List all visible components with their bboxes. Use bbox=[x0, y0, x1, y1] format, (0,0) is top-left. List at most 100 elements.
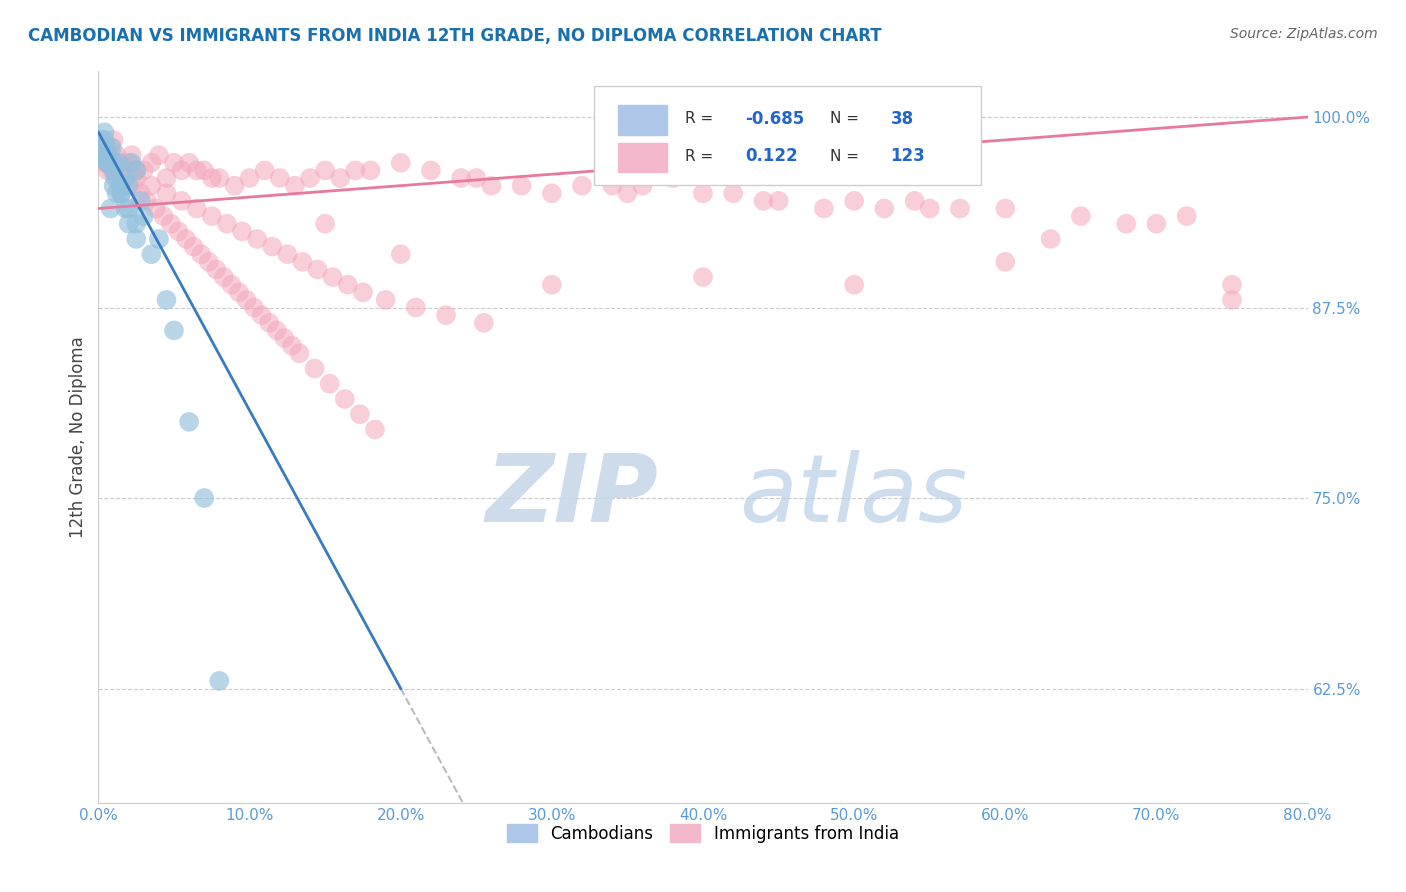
Point bbox=[352, 285, 374, 300]
Point bbox=[224, 178, 246, 193]
Text: R =: R = bbox=[685, 111, 718, 126]
Point bbox=[110, 186, 132, 201]
Point bbox=[752, 194, 775, 208]
Point bbox=[193, 163, 215, 178]
Point bbox=[257, 316, 280, 330]
Text: R =: R = bbox=[685, 149, 718, 164]
Point bbox=[266, 323, 288, 337]
Point bbox=[1220, 293, 1243, 307]
Bar bbox=[619, 144, 666, 172]
Point bbox=[101, 163, 124, 178]
Point bbox=[307, 262, 329, 277]
Point bbox=[205, 262, 228, 277]
Point bbox=[768, 194, 790, 208]
Point bbox=[91, 148, 114, 162]
Text: -0.685: -0.685 bbox=[745, 110, 804, 128]
Point bbox=[1115, 217, 1137, 231]
Point bbox=[304, 361, 326, 376]
Point bbox=[918, 202, 941, 216]
Point bbox=[160, 217, 183, 231]
Point bbox=[540, 186, 562, 201]
Text: ZIP: ZIP bbox=[485, 450, 658, 541]
Point bbox=[107, 171, 129, 186]
Point bbox=[571, 178, 593, 193]
Point bbox=[129, 194, 152, 208]
Y-axis label: 12th Grade, No Diploma: 12th Grade, No Diploma bbox=[69, 336, 87, 538]
Point bbox=[114, 163, 136, 178]
Point bbox=[1146, 217, 1168, 231]
Point bbox=[873, 202, 896, 216]
Point bbox=[193, 491, 215, 505]
Point bbox=[1039, 232, 1062, 246]
Point bbox=[333, 392, 356, 406]
Point bbox=[118, 156, 141, 170]
Point bbox=[208, 673, 231, 688]
Point bbox=[107, 156, 129, 170]
Point bbox=[465, 171, 488, 186]
Point bbox=[322, 270, 344, 285]
Point bbox=[163, 323, 186, 337]
Point bbox=[155, 171, 177, 186]
Point bbox=[141, 247, 163, 261]
Point bbox=[314, 217, 336, 231]
Point bbox=[231, 224, 253, 238]
Point bbox=[111, 178, 134, 193]
Point bbox=[602, 178, 624, 193]
Point bbox=[170, 163, 193, 178]
Point bbox=[201, 171, 224, 186]
Point bbox=[299, 171, 322, 186]
Point bbox=[329, 171, 352, 186]
Point bbox=[163, 156, 186, 170]
Text: 123: 123 bbox=[890, 147, 925, 165]
Point bbox=[110, 156, 132, 170]
Point bbox=[221, 277, 243, 292]
Point bbox=[434, 308, 457, 322]
Point bbox=[246, 232, 269, 246]
Point bbox=[91, 140, 114, 154]
Point bbox=[179, 415, 201, 429]
Point bbox=[364, 422, 387, 436]
Point bbox=[129, 186, 152, 201]
Point bbox=[904, 194, 927, 208]
Point bbox=[155, 293, 177, 307]
Point bbox=[94, 140, 117, 154]
Point bbox=[93, 133, 115, 147]
Point bbox=[125, 171, 148, 186]
Point bbox=[125, 163, 148, 178]
Point bbox=[186, 163, 208, 178]
Point bbox=[262, 239, 284, 253]
Point bbox=[723, 186, 745, 201]
Point bbox=[100, 140, 122, 154]
Point bbox=[104, 171, 127, 186]
Point bbox=[844, 194, 866, 208]
Point bbox=[994, 202, 1017, 216]
Point bbox=[96, 156, 118, 170]
Point bbox=[190, 247, 212, 261]
Point bbox=[253, 163, 276, 178]
Point bbox=[208, 171, 231, 186]
Point bbox=[103, 178, 125, 193]
Point bbox=[284, 178, 307, 193]
Point bbox=[994, 255, 1017, 269]
Point bbox=[132, 163, 155, 178]
Point bbox=[135, 194, 157, 208]
Point bbox=[118, 217, 141, 231]
Point bbox=[631, 178, 654, 193]
Point bbox=[1175, 209, 1198, 223]
Point bbox=[186, 202, 208, 216]
Point bbox=[813, 202, 835, 216]
Point bbox=[201, 209, 224, 223]
Point bbox=[405, 301, 427, 315]
Text: 0.122: 0.122 bbox=[745, 147, 799, 165]
Point bbox=[174, 232, 197, 246]
Text: Source: ZipAtlas.com: Source: ZipAtlas.com bbox=[1230, 27, 1378, 41]
Point bbox=[281, 338, 304, 352]
Point bbox=[1070, 209, 1092, 223]
Point bbox=[121, 156, 143, 170]
Point bbox=[314, 163, 336, 178]
Point bbox=[215, 217, 238, 231]
Point bbox=[125, 232, 148, 246]
Point bbox=[125, 163, 148, 178]
Point bbox=[148, 232, 170, 246]
Point bbox=[183, 239, 205, 253]
